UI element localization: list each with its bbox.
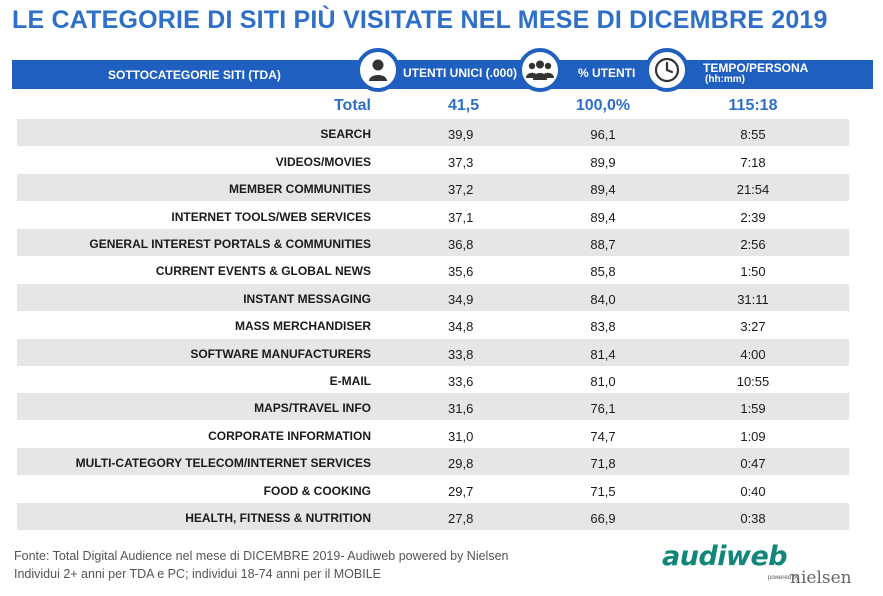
category-cell: GENERAL INTEREST PORTALS & COMMUNITIES: [89, 237, 371, 251]
table-row: MEMBER COMMUNITIES 37,2 89,4 21:54: [17, 174, 849, 202]
percent-cell: 100,0%: [575, 97, 631, 114]
percent-cell: 83,8: [590, 319, 616, 335]
time-cell: 3:27: [740, 319, 766, 335]
users-cell: 34,8: [448, 319, 474, 335]
percent-cell: 81,4: [590, 346, 616, 362]
person-icon: [356, 48, 400, 92]
table-row: E-MAIL 33,6 81,0 10:55: [17, 366, 849, 393]
time-column-header: TEMPO/PERSONA (hh:mm): [703, 61, 809, 85]
table-row: MULTI-CATEGORY TELECOM/INTERNET SERVICES…: [17, 448, 849, 476]
percent-cell: 81,0: [590, 374, 616, 389]
table-row: HEALTH, FITNESS & NUTRITION 27,8 66,9 0:38: [17, 503, 849, 530]
users-cell: 37,2: [448, 182, 474, 198]
logo-nielsen: nielsen: [790, 568, 852, 588]
logo-powered-by: powered by: [768, 575, 800, 581]
table-row: CORPORATE INFORMATION 31,0 74,7 1:09: [17, 421, 849, 448]
category-cell: CURRENT EVENTS & GLOBAL NEWS: [155, 264, 371, 279]
total-row: Total 41,5 100,0% 115:18: [17, 92, 849, 119]
category-cell: MAPS/TRAVEL INFO: [254, 401, 371, 416]
clock-icon: [645, 48, 689, 92]
users-cell: 34,9: [448, 291, 474, 307]
table-row: INTERNET TOOLS/WEB SERVICES 37,1 89,4 2:39: [17, 202, 849, 229]
users-cell: 33,6: [448, 374, 474, 389]
users-cell: 33,8: [448, 346, 474, 362]
table-row: INSTANT MESSAGING 34,9 84,0 31:11: [17, 283, 849, 311]
category-cell: VIDEOS/MOVIES: [275, 154, 371, 169]
percent-cell: 66,9: [590, 511, 616, 526]
percent-cell: 96,1: [590, 127, 616, 143]
table-row: SOFTWARE MANUFACTURERS 33,8 81,4 4:00: [17, 338, 849, 366]
users-cell: 31,0: [448, 428, 474, 444]
users-cell: 39,9: [448, 127, 474, 143]
page-title: LE CATEGORIE DI SITI PIÙ VISITATE NEL ME…: [12, 6, 828, 34]
users-cell: 36,8: [448, 237, 474, 252]
table-row: SEARCH 39,9 96,1 8:55: [17, 119, 849, 147]
time-cell: 21:54: [736, 182, 770, 198]
table-header: SOTTOCATEGORIE SITI (TDA) UTENTI UNICI (…: [12, 60, 873, 89]
category-column-header: SOTTOCATEGORIE SITI (TDA): [108, 68, 281, 82]
time-cell: 115:18: [728, 97, 778, 114]
percent-cell: 71,5: [590, 483, 616, 499]
percent-cell: 89,9: [590, 154, 616, 170]
users-cell: 37,1: [448, 209, 474, 225]
users-cell: 35,6: [448, 264, 474, 280]
category-cell: SOFTWARE MANUFACTURERS: [190, 346, 371, 361]
group-icon: [518, 48, 562, 92]
time-cell: 1:50: [740, 264, 766, 280]
category-cell: Total: [333, 97, 371, 114]
users-cell: 37,3: [448, 154, 474, 170]
users-cell: 41,5: [448, 97, 480, 114]
percent-cell: 85,8: [590, 264, 616, 280]
logo-wordmark: audiweb: [662, 541, 788, 572]
percent-cell: 76,1: [590, 401, 616, 417]
users-cell: 31,6: [448, 401, 474, 417]
percent-cell: 89,4: [590, 182, 616, 198]
category-cell: E-MAIL: [329, 374, 371, 388]
time-column-label: TEMPO/PERSONA: [703, 61, 809, 75]
time-cell: 7:18: [740, 154, 766, 170]
percent-cell: 74,7: [590, 428, 616, 444]
users-cell: 29,8: [448, 456, 474, 472]
time-cell: 8:55: [740, 127, 766, 143]
time-cell: 1:09: [740, 428, 766, 444]
percent-cell: 88,7: [590, 237, 616, 252]
time-cell: 0:47: [740, 456, 766, 472]
users-column-header: UTENTI UNICI (.000): [403, 66, 518, 80]
time-column-unit: (hh:mm): [705, 74, 745, 85]
time-cell: 0:38: [740, 511, 766, 526]
category-cell: MASS MERCHANDISER: [234, 319, 371, 334]
category-cell: INTERNET TOOLS/WEB SERVICES: [171, 209, 371, 224]
time-cell: 31:11: [737, 291, 769, 307]
audiweb-logo: audiweb powered by nielsen: [662, 541, 862, 593]
table-row: MAPS/TRAVEL INFO 31,6 76,1 1:59: [17, 393, 849, 421]
category-cell: MEMBER COMMUNITIES: [229, 182, 371, 197]
footnote-sample: Individui 2+ anni per TDA e PC; individu…: [14, 567, 381, 581]
category-cell: FOOD & COOKING: [263, 483, 371, 498]
table-row: VIDEOS/MOVIES 37,3 89,9 7:18: [17, 147, 849, 174]
time-cell: 10:55: [736, 374, 770, 389]
percent-cell: 84,0: [590, 291, 616, 307]
users-cell: 27,8: [448, 511, 474, 526]
time-cell: 2:56: [740, 237, 766, 252]
percent-column-header: % UTENTI: [578, 66, 636, 80]
time-cell: 2:39: [740, 209, 766, 225]
time-cell: 0:40: [740, 483, 766, 499]
percent-cell: 71,8: [590, 456, 616, 472]
category-cell: SEARCH: [320, 127, 371, 142]
table-row: MASS MERCHANDISER 34,8 83,8 3:27: [17, 311, 849, 338]
category-cell: HEALTH, FITNESS & NUTRITION: [185, 511, 371, 525]
table-row: CURRENT EVENTS & GLOBAL NEWS 35,6 85,8 1:50: [17, 256, 849, 283]
time-cell: 4:00: [740, 346, 766, 362]
users-cell: 29,7: [448, 483, 474, 499]
category-cell: CORPORATE INFORMATION: [208, 428, 371, 443]
table-row: GENERAL INTEREST PORTALS & COMMUNITIES 36…: [17, 229, 849, 256]
category-cell: INSTANT MESSAGING: [243, 291, 371, 306]
footnote-source: Fonte: Total Digital Audience nel mese d…: [14, 549, 509, 563]
percent-cell: 89,4: [590, 209, 616, 225]
table-row: FOOD & COOKING 29,7 71,5 0:40: [17, 476, 849, 503]
time-cell: 1:59: [740, 401, 766, 417]
category-cell: MULTI-CATEGORY TELECOM/INTERNET SERVICES: [75, 456, 371, 471]
